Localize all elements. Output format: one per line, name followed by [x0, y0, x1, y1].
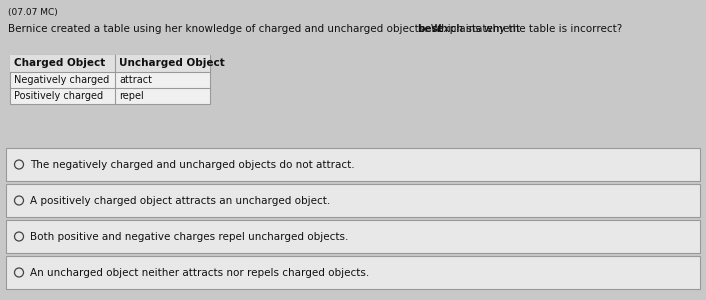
Text: An uncharged object neither attracts nor repels charged objects.: An uncharged object neither attracts nor… [30, 268, 369, 278]
FancyBboxPatch shape [10, 55, 210, 72]
Text: explains why the table is incorrect?: explains why the table is incorrect? [434, 24, 623, 34]
Text: attract: attract [119, 75, 152, 85]
Text: Negatively charged: Negatively charged [14, 75, 109, 85]
Text: Charged Object: Charged Object [14, 58, 105, 68]
FancyBboxPatch shape [6, 148, 700, 181]
Text: best: best [417, 24, 443, 34]
FancyBboxPatch shape [6, 220, 700, 253]
Text: Positively charged: Positively charged [14, 91, 103, 101]
Text: repel: repel [119, 91, 144, 101]
FancyBboxPatch shape [6, 256, 700, 289]
Text: Bernice created a table using her knowledge of charged and uncharged objects. Wh: Bernice created a table using her knowle… [8, 24, 523, 34]
FancyBboxPatch shape [10, 55, 210, 104]
Text: Uncharged Object: Uncharged Object [119, 58, 225, 68]
Text: Both positive and negative charges repel uncharged objects.: Both positive and negative charges repel… [30, 232, 348, 242]
FancyBboxPatch shape [6, 184, 700, 217]
Text: The negatively charged and uncharged objects do not attract.: The negatively charged and uncharged obj… [30, 160, 354, 170]
Text: A positively charged object attracts an uncharged object.: A positively charged object attracts an … [30, 196, 330, 206]
Text: (07.07 MC): (07.07 MC) [8, 8, 58, 17]
